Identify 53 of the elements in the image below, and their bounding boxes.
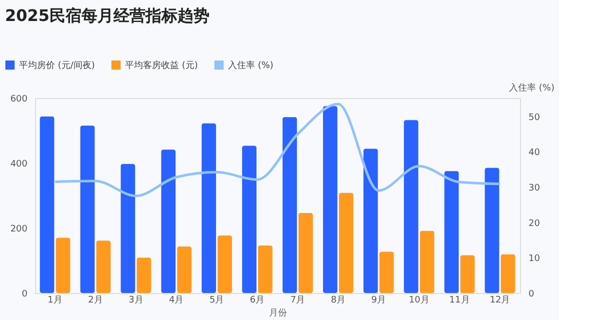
bar: [136, 258, 152, 293]
bar: [242, 146, 256, 293]
bar: [177, 246, 192, 293]
x-tick-label: 9月: [371, 296, 386, 306]
x-tick-label: 3月: [128, 296, 144, 306]
bar: [298, 213, 313, 293]
y2-tick-label: 40: [528, 148, 540, 158]
bar: [202, 123, 216, 293]
bar: [218, 235, 232, 293]
bar: [40, 116, 54, 293]
x-axis-title: 月份: [269, 308, 287, 318]
y2-tick-label: 20: [528, 218, 540, 229]
bar: [444, 171, 459, 293]
bar: [258, 246, 272, 293]
y-tick-label: 600: [10, 94, 28, 104]
legend-label: 入住率 (%): [228, 60, 274, 72]
y-tick-label: 0: [22, 290, 28, 300]
bar: [379, 252, 394, 293]
y2-tick-label: 0: [528, 290, 534, 300]
bar: [96, 240, 111, 293]
x-tick-label: 2月: [88, 296, 103, 306]
x-tick-label: 5月: [209, 296, 224, 306]
x-tick-label: 8月: [330, 296, 346, 306]
x-tick-label: 7月: [290, 296, 306, 306]
chart-title: 2025民宿每月经营指标趋势: [5, 6, 210, 25]
y-tick-label: 400: [10, 160, 28, 170]
bar: [404, 120, 418, 293]
line-series: [54, 102, 502, 198]
y2-tick-label: 50: [528, 112, 540, 123]
bar: [460, 255, 475, 293]
bar: [120, 164, 136, 293]
y2-axis-title: 入住率 (%): [509, 82, 554, 94]
bar: [363, 148, 378, 293]
x-tick-label: 11月: [449, 296, 470, 306]
bar: [420, 230, 434, 293]
y2-tick-label: 30: [528, 184, 540, 194]
legend-label: 平均房价 (元/间夜): [19, 60, 95, 72]
x-tick-label: 1月: [48, 296, 62, 306]
x-tick-label: 6月: [250, 296, 265, 306]
bar: [484, 168, 500, 293]
bar: [80, 126, 95, 293]
x-tick-label: 12月: [490, 296, 510, 306]
legend-label: 平均客房收益 (元): [125, 60, 198, 72]
bar: [161, 150, 176, 293]
bar: [56, 238, 70, 293]
y-tick-label: 200: [10, 224, 28, 234]
y2-tick-label: 10: [528, 254, 540, 264]
bar: [323, 106, 338, 293]
x-tick-label: 4月: [169, 296, 184, 306]
x-tick-label: 10月: [408, 296, 430, 306]
bar: [500, 254, 516, 293]
bar: [282, 117, 297, 293]
bar: [338, 192, 354, 293]
